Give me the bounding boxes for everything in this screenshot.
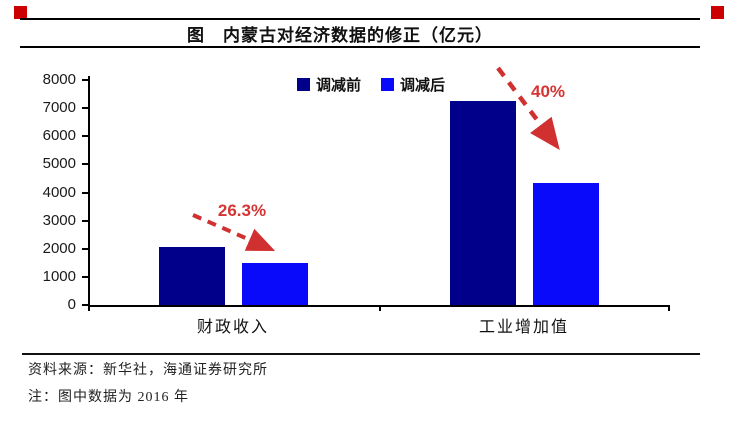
y-tick-mark-7000 — [82, 107, 88, 110]
red-corner-marker-left — [14, 6, 27, 19]
legend-label-before: 调减前 — [315, 78, 361, 94]
y-tick-label-7000: 7000 — [42, 99, 76, 117]
y-tick-mark-6000 — [82, 135, 88, 138]
legend-item-before: 调减前 — [296, 74, 361, 95]
y-tick-mark-3000 — [82, 219, 88, 222]
legend-swatch-before — [296, 78, 310, 91]
bar-调减后-工业增加值 — [532, 182, 599, 305]
y-tick-label-3000: 3000 — [42, 211, 76, 229]
y-tick-label-0: 0 — [67, 296, 76, 313]
footer-note: 注：图中数据为 2016 年 — [28, 390, 189, 405]
legend-swatch-after — [381, 78, 394, 91]
annotation-decrease-percent-2: 40% — [530, 82, 566, 101]
footer-divider — [22, 353, 700, 355]
annotation-decrease-percent-1: 26.3% — [217, 201, 267, 220]
chart-title-text: 图 内蒙古对经济数据的修正（亿元） — [187, 25, 493, 45]
y-tick-label-1000: 1000 — [42, 267, 76, 285]
y-tick-mark-0 — [82, 304, 88, 306]
x-tick-mark-1 — [379, 305, 381, 311]
footer-source: 资料来源：新华社，海通证券研究所 — [28, 363, 268, 378]
category-label-工业增加值: 工业增加值 — [478, 319, 569, 336]
y-tick-mark-8000 — [82, 79, 88, 81]
y-tick-mark-1000 — [82, 275, 88, 278]
y-tick-label-8000: 8000 — [42, 71, 76, 88]
chart-legend: 调减前 调减后 — [0, 74, 742, 95]
y-tick-mark-4000 — [82, 191, 88, 194]
y-tick-mark-5000 — [82, 163, 88, 166]
legend-label-after: 调减后 — [400, 78, 446, 94]
y-tick-label-5000: 5000 — [42, 155, 76, 173]
legend-item-after: 调减后 — [381, 74, 445, 95]
x-tick-mark-0 — [88, 305, 90, 311]
bar-调减前-工业增加值 — [449, 101, 516, 305]
y-tick-label-6000: 6000 — [42, 127, 76, 145]
bar-调减后-财政收入 — [241, 262, 308, 305]
x-tick-mark-2 — [668, 305, 670, 311]
y-tick-label-4000: 4000 — [42, 183, 76, 201]
bar-调减前-财政收入 — [158, 247, 225, 305]
y-axis-line — [88, 76, 90, 305]
category-label-财政收入: 财政收入 — [196, 319, 269, 336]
y-tick-label-2000: 2000 — [42, 239, 76, 257]
chart-title: 图 内蒙古对经济数据的修正（亿元） — [20, 18, 700, 48]
y-tick-mark-2000 — [82, 247, 88, 250]
red-corner-marker-right — [711, 6, 724, 19]
